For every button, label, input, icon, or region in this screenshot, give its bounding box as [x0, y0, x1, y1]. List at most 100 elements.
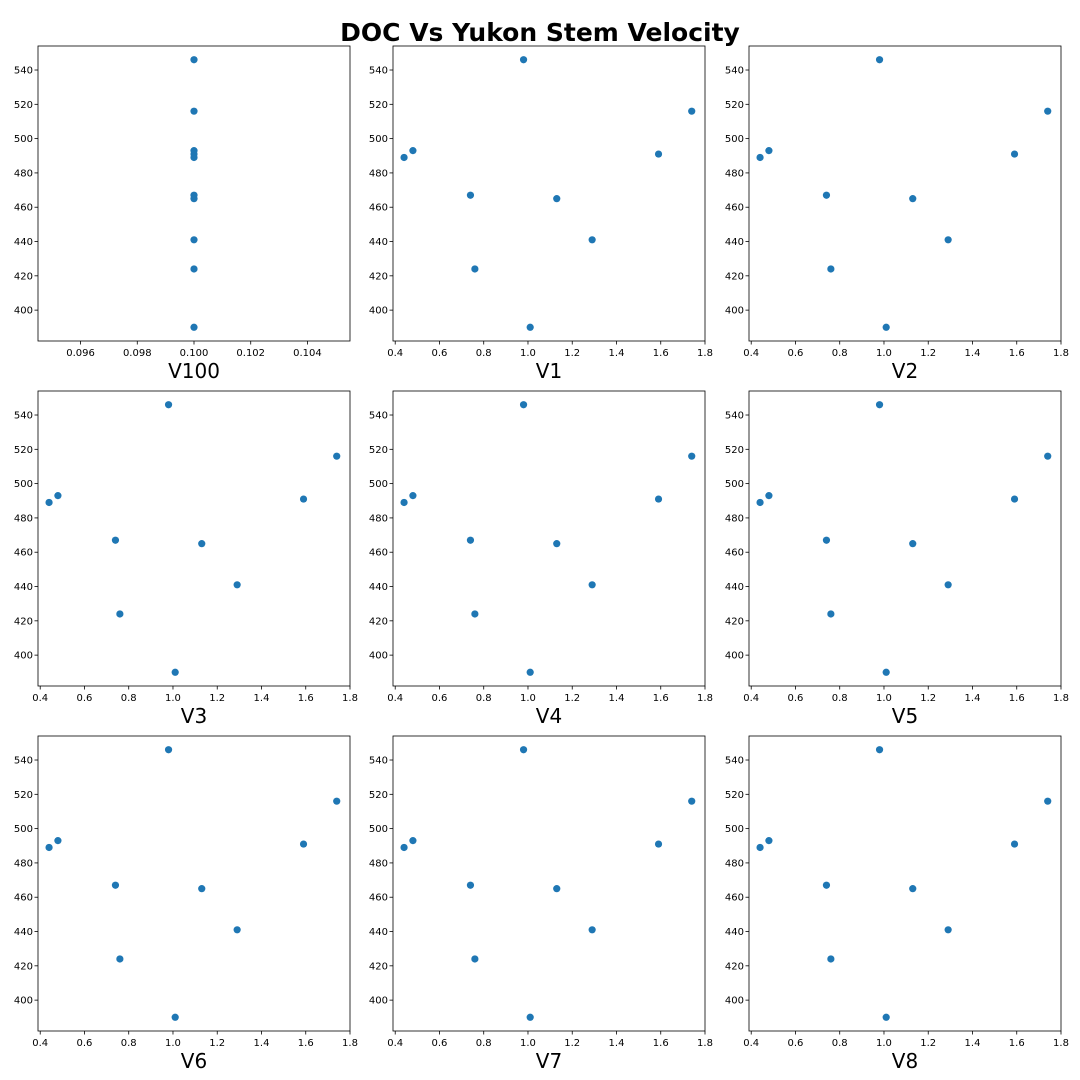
data-point: [190, 323, 198, 331]
data-point: [756, 153, 764, 162]
y-tick-label: 540: [14, 66, 33, 77]
data-point: [827, 955, 835, 963]
data-point: [111, 536, 120, 544]
data-point: [553, 540, 561, 548]
data-point: [909, 885, 917, 893]
y-tick-label: 460: [14, 893, 33, 904]
data-point: [765, 492, 773, 500]
x-tick-label: 1.4: [965, 1038, 981, 1049]
y-tick-label: 500: [725, 479, 744, 490]
y-tick-label: 420: [725, 271, 744, 282]
data-point: [822, 536, 831, 544]
y-tick-label: 540: [725, 411, 744, 422]
data-point: [190, 56, 198, 64]
subplot-grid: 400 420 440 460 480 500 520 540 0.096 0.098 0.100 0…: [14, 45, 1069, 1073]
y-tick-label: 480: [369, 858, 388, 869]
x-axis-label: V2: [892, 359, 918, 383]
data-point: [944, 581, 952, 589]
x-axis-label: V4: [536, 704, 562, 728]
y-tick-label: 540: [14, 411, 33, 422]
data-point: [466, 881, 475, 889]
x-tick-label: 1.2: [564, 693, 580, 704]
x-axis-label: V1: [536, 359, 562, 383]
data-point: [882, 1013, 890, 1021]
x-tick-label: 0.6: [788, 693, 804, 704]
data-point: [882, 668, 890, 676]
data-point: [190, 153, 198, 162]
y-tick-label: 440: [369, 927, 388, 938]
subplot-v3: 400 420 440 460 480 500 520 540 0.4 0.6 0.8 1.0 1.2 1…: [14, 390, 358, 728]
data-point: [882, 323, 890, 331]
data-point: [875, 746, 884, 754]
y-tick-label: 520: [725, 100, 744, 111]
data-point: [688, 107, 696, 115]
data-point: [198, 540, 206, 548]
x-tick-label: 1.6: [653, 348, 669, 359]
y-tick-label: 400: [725, 306, 744, 317]
y-tick-label: 500: [725, 824, 744, 835]
y-tick-label: 420: [14, 961, 33, 972]
x-tick-label: 0.104: [293, 348, 322, 359]
y-tick-label: 440: [14, 582, 33, 593]
data-point: [54, 837, 62, 845]
data-point: [588, 236, 596, 244]
y-tick-label: 400: [14, 651, 33, 662]
x-tick-label: 0.4: [743, 1038, 759, 1049]
y-tick-label: 500: [369, 134, 388, 145]
y-tick-label: 420: [14, 616, 33, 627]
data-point: [875, 56, 884, 64]
data-point: [944, 236, 952, 244]
data-point: [765, 837, 773, 845]
data-point: [190, 265, 198, 273]
data-point: [1044, 797, 1052, 805]
x-tick-label: 1.2: [920, 693, 936, 704]
data-point: [116, 610, 124, 618]
x-tick-label: 0.102: [236, 348, 265, 359]
figure-title: DOC Vs Yukon Stem Velocity: [340, 18, 740, 47]
x-tick-label: 1.4: [609, 1038, 625, 1049]
data-point: [822, 191, 831, 199]
data-point: [466, 191, 475, 199]
x-tick-label: 0.8: [476, 693, 492, 704]
x-tick-label: 1.0: [876, 693, 892, 704]
y-tick-label: 540: [369, 66, 388, 77]
y-tick-label: 400: [369, 306, 388, 317]
x-tick-label: 1.6: [653, 693, 669, 704]
x-tick-label: 1.0: [876, 1038, 892, 1049]
x-tick-label: 1.8: [1053, 1038, 1069, 1049]
data-point: [45, 843, 53, 852]
y-tick-label: 480: [369, 513, 388, 524]
data-point: [333, 797, 341, 805]
y-tick-label: 500: [369, 479, 388, 490]
y-tick-label: 400: [369, 996, 388, 1007]
y-tick-label: 420: [14, 271, 33, 282]
y-tick-label: 460: [14, 548, 33, 559]
y-tick-label: 460: [369, 203, 388, 214]
data-point: [116, 955, 124, 963]
y-tick-label: 440: [14, 927, 33, 938]
y-tick-label: 400: [725, 996, 744, 1007]
axes-frame: [748, 390, 1062, 687]
y-tick-label: 460: [14, 203, 33, 214]
data-point: [171, 1013, 179, 1021]
y-tick-label: 520: [725, 790, 744, 801]
data-point: [190, 107, 198, 115]
y-tick-label: 480: [369, 168, 388, 179]
axes-frame: [37, 390, 351, 687]
y-tick-label: 500: [14, 824, 33, 835]
data-point: [756, 843, 764, 852]
data-point: [299, 840, 308, 848]
x-tick-label: 1.8: [697, 348, 713, 359]
data-point: [198, 885, 206, 893]
x-tick-label: 0.4: [743, 348, 759, 359]
y-tick-label: 520: [369, 100, 388, 111]
x-tick-label: 0.4: [32, 1038, 48, 1049]
data-point: [409, 837, 417, 845]
y-tick-label: 520: [14, 445, 33, 456]
x-tick-label: 1.0: [520, 1038, 536, 1049]
x-tick-label: 0.8: [476, 1038, 492, 1049]
x-tick-label: 0.6: [788, 348, 804, 359]
data-point: [526, 1013, 534, 1021]
axes-frame: [37, 735, 351, 1032]
data-point: [909, 195, 917, 203]
